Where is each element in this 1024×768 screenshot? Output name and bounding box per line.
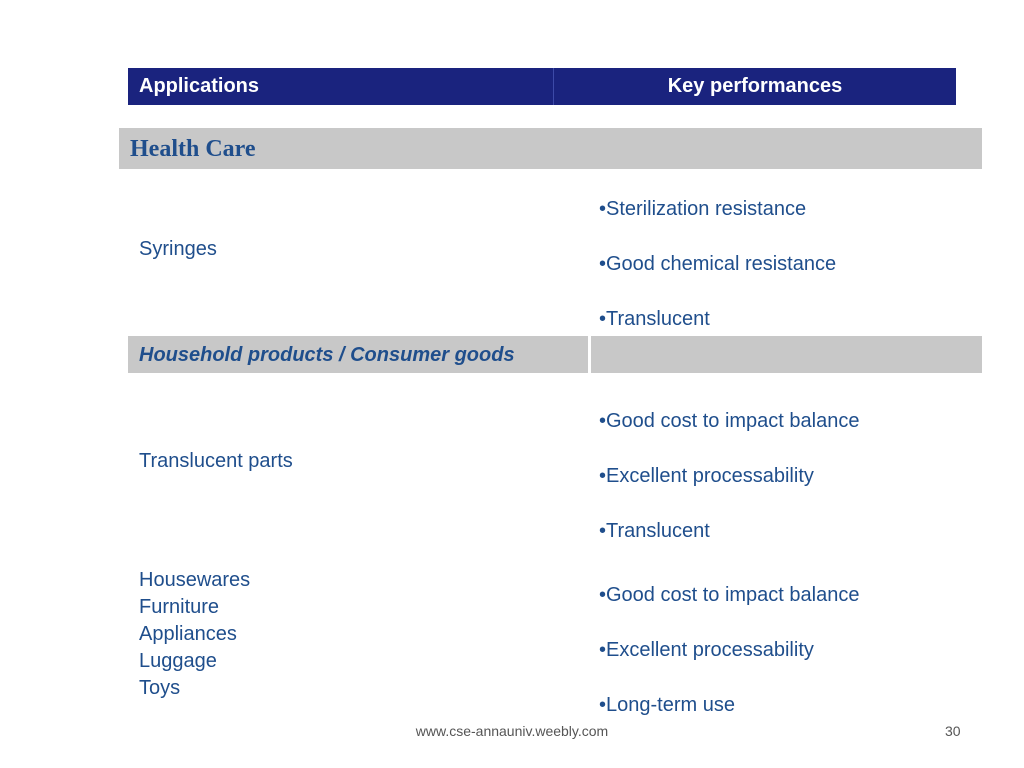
page-number: 30 — [945, 723, 961, 739]
application-line: Luggage — [139, 650, 217, 672]
table-header: Applications Key performances — [128, 68, 956, 105]
application-line: Toys — [139, 677, 181, 699]
section-household-products: Household products / Consumer goods — [128, 336, 982, 373]
application-line: Furniture — [139, 596, 220, 618]
list-item: •Translucent — [599, 520, 710, 542]
list-item: •Excellent processability — [599, 639, 814, 661]
section-title: Household products / Consumer goods — [139, 344, 515, 366]
list-item: •Excellent processability — [599, 465, 814, 487]
performance-list: •Good cost to impact balance •Excellent … — [599, 410, 859, 575]
list-item: •Sterilization resistance — [599, 198, 807, 220]
application-cell: Translucent parts — [139, 450, 293, 472]
list-item: •Good cost to impact balance — [599, 410, 860, 432]
application-cell: Syringes — [139, 238, 217, 260]
key-performances-header: Key performances — [667, 75, 843, 97]
performance-list: •Good cost to impact balance •Excellent … — [599, 584, 859, 749]
application-cell: Housewares Furniture Appliances Luggage … — [139, 567, 250, 702]
list-item: •Long-term use — [599, 694, 735, 716]
section-health-care: Health Care — [119, 128, 982, 169]
footer-url: www.cse-annauniv.weebly.com — [415, 723, 609, 739]
performance-list: •Sterilization resistance •Good chemical… — [599, 198, 836, 363]
list-item: •Good chemical resistance — [599, 253, 837, 275]
application-line: Appliances — [139, 623, 237, 645]
section-title: Health Care — [130, 136, 256, 162]
list-item: •Good cost to impact balance — [599, 584, 860, 606]
list-item: •Translucent — [599, 308, 710, 330]
column-divider — [588, 336, 591, 373]
application-line: Housewares — [139, 569, 251, 591]
applications-header: Applications — [128, 68, 554, 105]
